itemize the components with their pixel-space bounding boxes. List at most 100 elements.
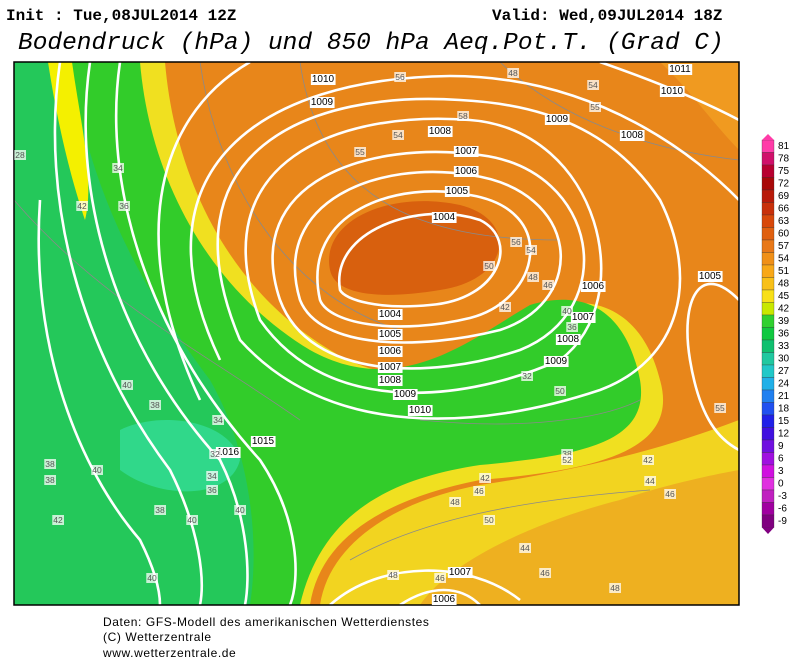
theta-label-text: 44 [520,543,530,553]
theta-label-box [566,322,578,332]
isobar-label-text: 1006 [433,594,456,605]
isobar-label-text: 1007 [572,312,595,323]
isobar-label-box [555,334,581,345]
theta-label-text: 46 [540,568,550,578]
theta-label: 50 [483,261,495,271]
theta-label-text: 44 [645,476,655,486]
theta-label: 44 [519,543,531,553]
isobar-label-box [453,166,479,177]
theta-label-text: 40 [235,505,245,515]
isobar-label: 1009 [392,389,418,400]
theta-label: 48 [449,497,461,507]
isobar-label-text: 1007 [379,362,402,373]
theta-label-box [91,465,103,475]
isobar-label-text: 1016 [217,447,240,458]
colorbar-label: 18 [778,404,790,415]
isobar-label-text: 1008 [621,130,644,141]
colorbar-label: 45 [778,291,790,302]
theta-label-text: 52 [562,455,572,465]
isobar-label-text: 1004 [379,309,402,320]
isobar-label-text: 1010 [312,74,335,85]
theta-label-box [121,380,133,390]
theta-label: 54 [525,245,537,255]
isobar-label-box [250,436,276,447]
isobar-label: 1010 [659,86,685,97]
colorbar-swatch [761,352,775,366]
colorbar-label: 78 [778,154,790,165]
theta-label: 56 [394,72,406,82]
theta-label-text: 42 [500,302,510,312]
isobar-label: 1007 [453,146,479,157]
theta-label-box [561,306,573,316]
theta-label-box [146,573,158,583]
colorbar-label: 60 [778,229,790,240]
isobar-label: 1008 [619,130,645,141]
theta-label-text: 56 [511,237,521,247]
isobar-label-box [377,375,403,386]
colorbar-label: -9 [778,516,787,527]
theta-label-text: 46 [665,489,675,499]
isobar-label: 1009 [543,356,569,367]
theta-label-box [642,455,654,465]
isobar-label-box [447,567,473,578]
colorbar-label: 72 [778,179,790,190]
isobar-label: 1010 [407,405,433,416]
theta-label-box [525,245,537,255]
theta-label: 46 [539,568,551,578]
colorbar-swatch [761,377,775,391]
isobar-label: 1008 [427,126,453,137]
isobar-label: 1009 [544,114,570,125]
colorbar-label: 42 [778,304,790,315]
isobar-label-box [659,86,685,97]
colorbar-swatch [761,489,775,503]
colorbar-swatch [761,189,775,203]
theta-label-text: 54 [393,130,403,140]
theta-label-box [510,237,522,247]
theta-label-text: 42 [643,455,653,465]
isobar-label-text: 1008 [379,375,402,386]
colorbar-swatch [761,402,775,416]
theta-label-text: 48 [528,272,538,282]
colorbar-label: 12 [778,429,790,440]
colorbar-swatch [761,177,775,191]
colorbar-label: 27 [778,366,790,377]
theta-label-box [206,471,218,481]
isobar-label: 1010 [310,74,336,85]
theta-label: 46 [542,280,554,290]
isobar-label-text: 1011 [669,64,691,75]
theta-label: 52 [561,455,573,465]
theta-label-box [234,505,246,515]
isobar-label-box [309,97,335,108]
isobar-label-text: 1015 [252,436,275,447]
isobar-label: 1005 [444,186,470,197]
isobar-label: 1006 [377,346,403,357]
theta-label: 48 [387,570,399,580]
theta-label-text: 48 [450,497,460,507]
theta-label: 40 [91,465,103,475]
footer-url: www.wetterzentrale.de [102,646,236,660]
isobar-label-box [377,362,403,373]
isobar-label: 1008 [377,375,403,386]
theta-label: 55 [714,403,726,413]
theta-label-box [539,568,551,578]
isobar-label-box [570,312,596,323]
theta-label: 40 [234,505,246,515]
colorbar-swatch [761,439,775,453]
isobar-label-box [544,114,570,125]
isobar-label-box [431,212,457,223]
theta-label-box [507,68,519,78]
colorbar-label: 63 [778,216,790,227]
isobar-label-box [377,329,403,340]
isobar-label-box [619,130,645,141]
colorbar-swatch [761,314,775,328]
theta-label: 56 [510,237,522,247]
colorbar-swatch [761,227,775,241]
theta-label-text: 38 [155,505,165,515]
theta-label: 40 [121,380,133,390]
theta-label-box [394,72,406,82]
isobar-label: 1006 [453,166,479,177]
isobar-label-text: 1006 [379,346,402,357]
colorbar-swatch [761,139,775,153]
theta-label-text: 40 [147,573,157,583]
colorbar-label: 54 [778,254,790,265]
